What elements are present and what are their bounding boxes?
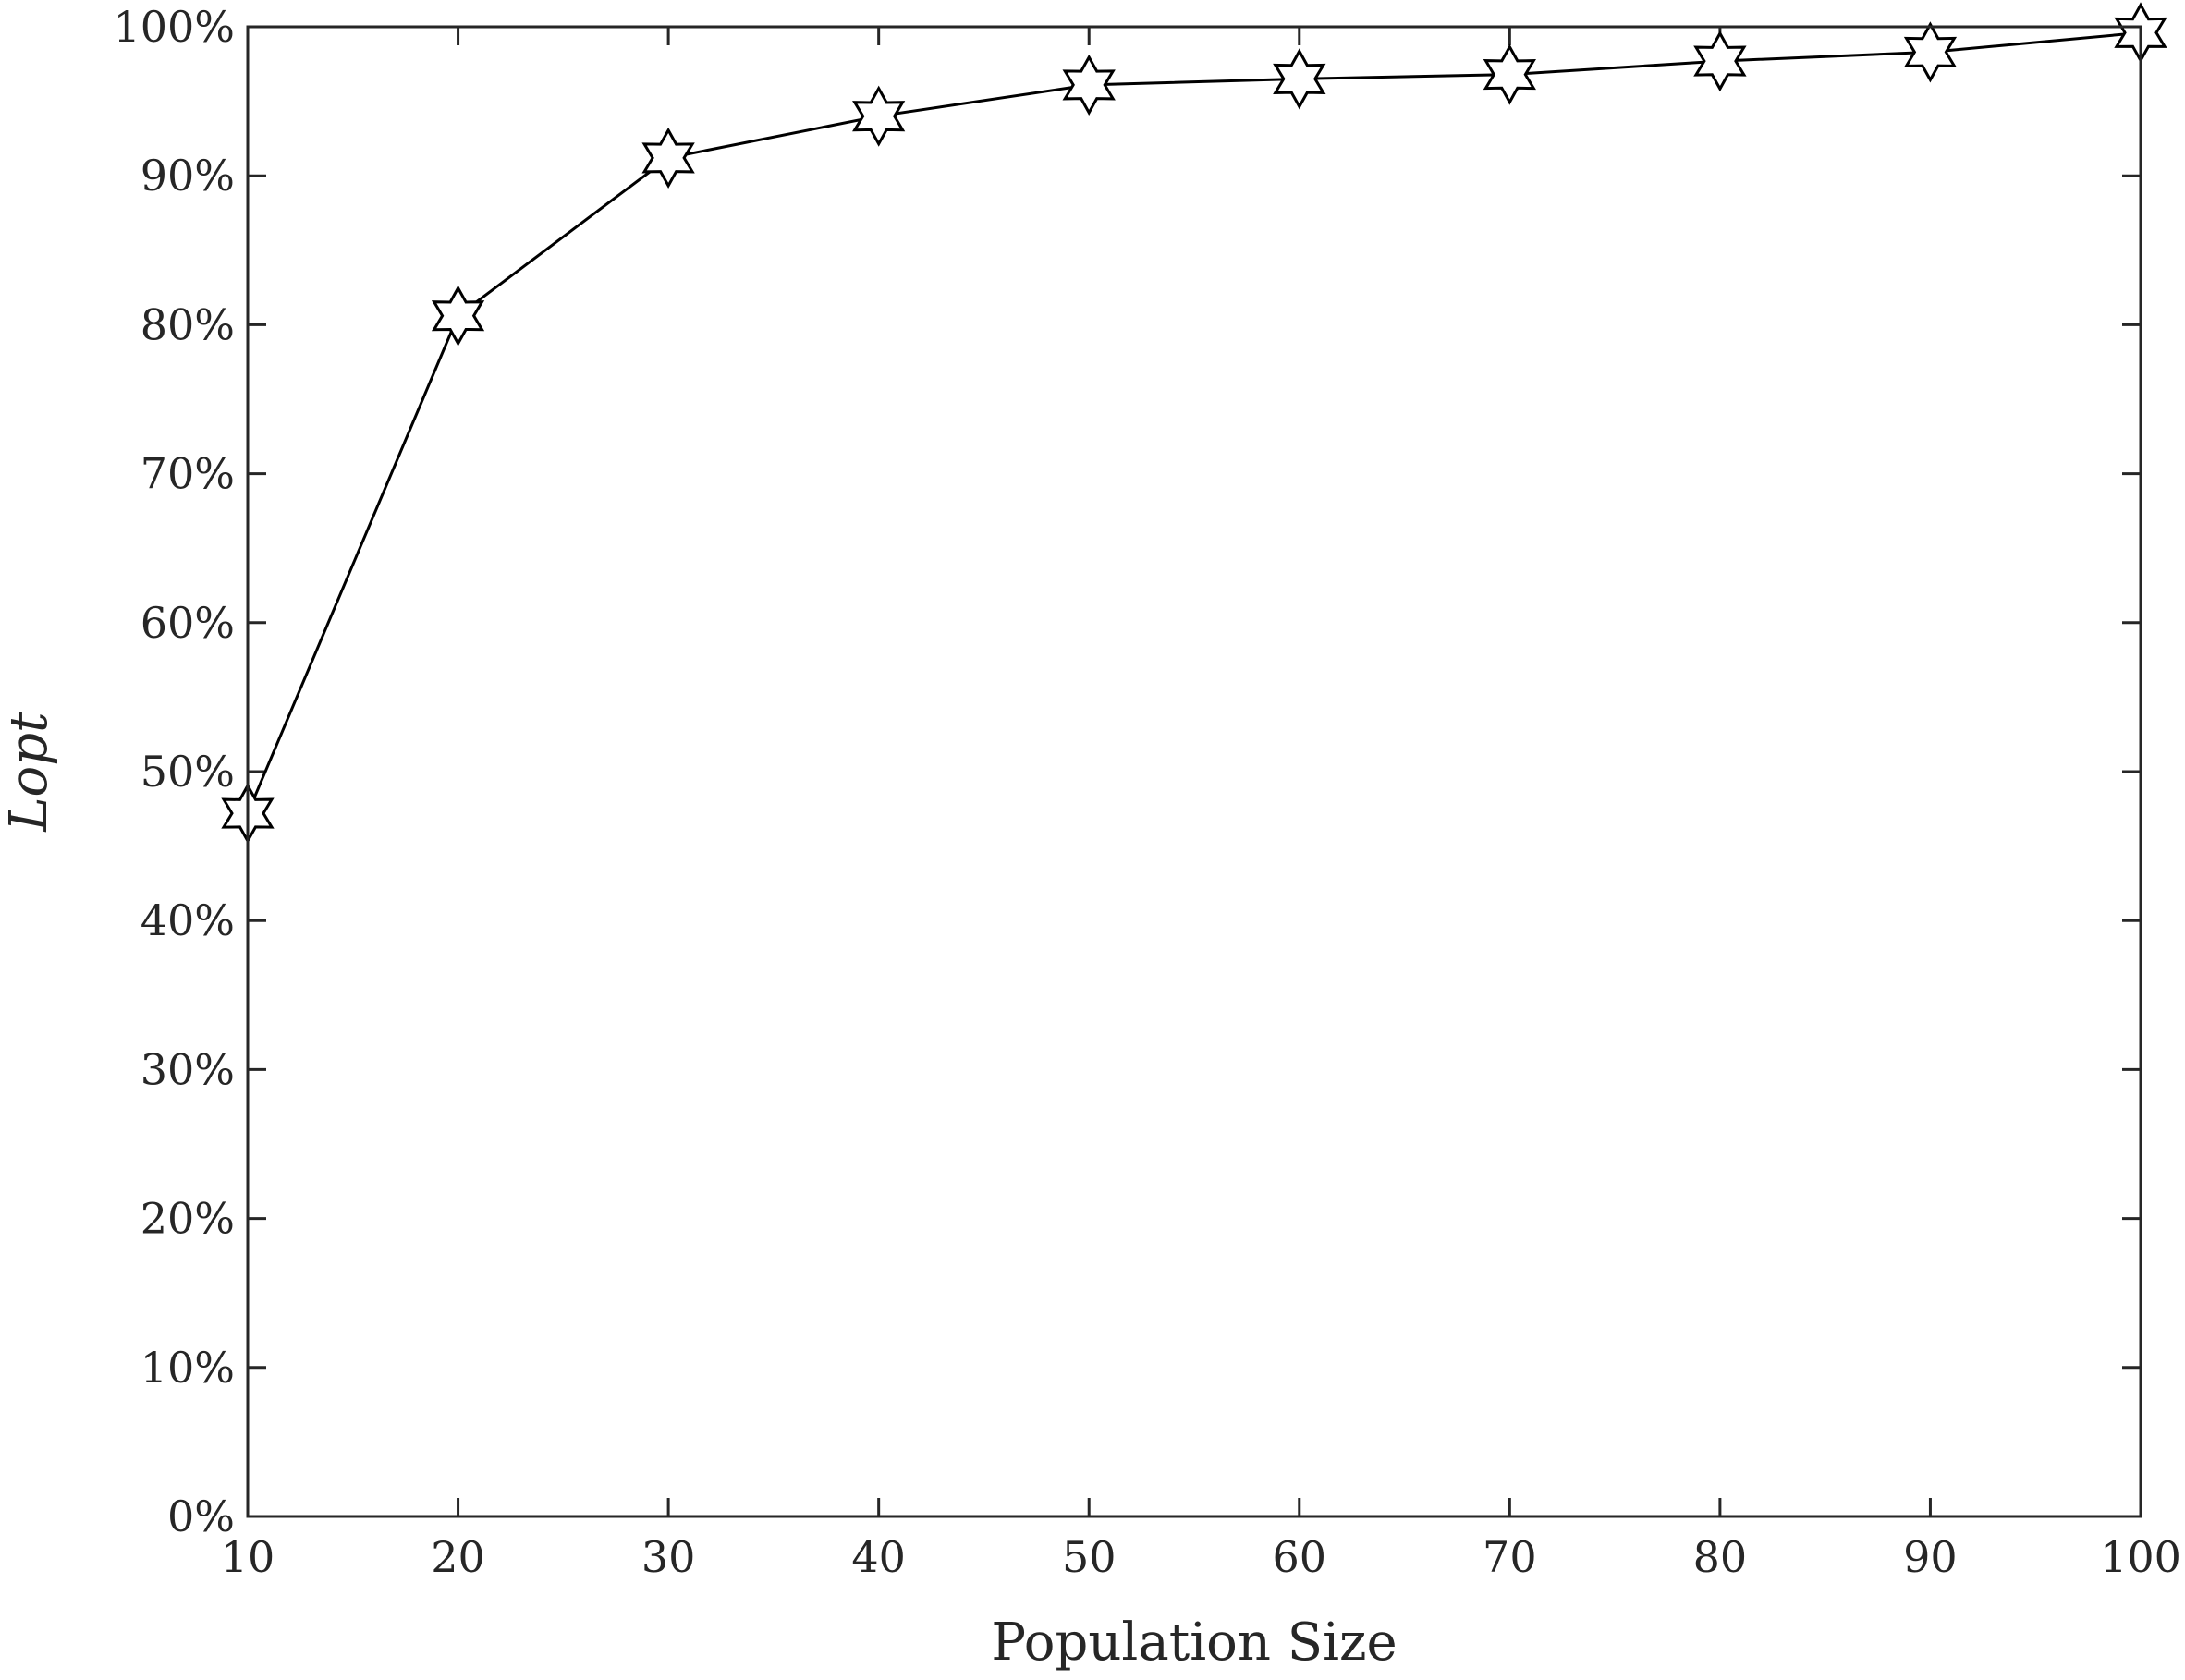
x-tick-label: 40 [851,1532,906,1582]
x-axis-label: Population Size [991,1613,1397,1673]
y-tick-label: 70% [140,449,235,499]
data-point [1062,54,1116,116]
y-tick-label: 80% [140,299,235,349]
y-tick-label: 20% [140,1194,235,1244]
y-tick-label: 90% [140,151,235,201]
plot-frame [246,25,2142,1518]
y-tick-label: 50% [140,747,235,797]
axis-ticks [246,25,2142,1518]
y-tick-label: 100% [113,2,235,52]
x-tick-label: 90 [1903,1532,1958,1582]
y-axis-label: Lopt [0,712,59,833]
x-tick-label: 80 [1693,1532,1748,1582]
data-point [1483,43,1536,105]
data-point [1693,30,1747,92]
data-point [431,285,485,347]
data-point [852,85,906,147]
x-tick-label: 60 [1273,1532,1327,1582]
data-point [641,127,695,189]
y-tick-label: 30% [140,1044,235,1094]
y-tick-label: 0% [167,1491,235,1541]
x-tick-label: 70 [1483,1532,1537,1582]
x-tick-label: 50 [1062,1532,1117,1582]
y-tick-label: 10% [140,1343,235,1393]
x-tick-label: 30 [641,1532,696,1582]
series-line [246,30,2142,814]
y-tick-label: 60% [140,598,235,648]
axis-tick-labels: 10 20 30 40 50 60 70 80 90 100 0% 10% 20% 30% 40% 50% 60… [113,2,2180,1582]
x-tick-label: 100 [2100,1532,2181,1582]
x-tick-label: 20 [431,1532,485,1582]
data-point [1273,48,1326,110]
data-point [1903,21,1958,83]
x-tick-label: 10 [221,1532,275,1582]
y-tick-label: 40% [140,895,235,945]
